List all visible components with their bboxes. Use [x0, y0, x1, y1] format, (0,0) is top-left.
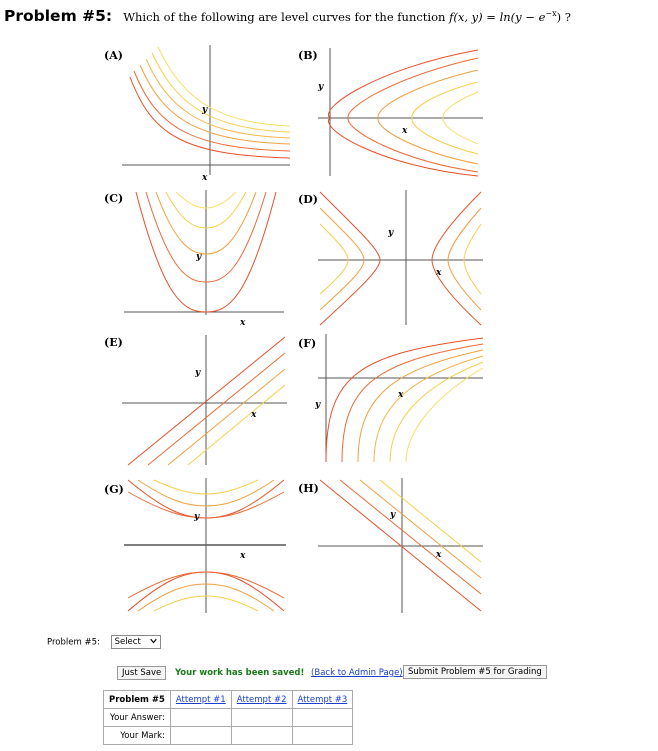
- mark-cell-1: [169, 726, 232, 745]
- plot-c-x-label: x: [240, 318, 246, 328]
- admin-page-link[interactable]: (Back to Admin Page): [311, 668, 403, 678]
- function-close: ) ?: [556, 10, 571, 24]
- attempts-problem-cell: Problem #5: [103, 690, 171, 709]
- plot-g-y-label: y: [194, 512, 200, 522]
- plot-h-y-label: y: [390, 510, 396, 520]
- submit-button[interactable]: Submit Problem #5 for Grading: [403, 665, 547, 679]
- answer-select-value: Select: [114, 637, 141, 647]
- question-text: Which of the following are level curves …: [123, 9, 571, 24]
- plot-e: [122, 335, 287, 466]
- plot-b-x-label: x: [402, 126, 408, 136]
- plot-e-y-label: y: [195, 368, 201, 378]
- attempt-2-link[interactable]: Attempt #2: [236, 694, 287, 705]
- plot-a-y-label: y: [202, 105, 208, 115]
- save-row: Just Save Your work has been saved! (Bac…: [117, 666, 403, 680]
- attempt-1-cell: Attempt #1: [169, 690, 232, 709]
- your-answer-label: Your Answer:: [103, 708, 171, 727]
- plot-f: [318, 334, 484, 463]
- answer-cell-2: [230, 708, 293, 727]
- saved-message: Your work has been saved!: [174, 668, 305, 678]
- problem-header: Problem #5: Which of the following are l…: [4, 6, 571, 30]
- function-text: f(x, y) = ln(y − e: [449, 10, 546, 24]
- attempt-3-cell: Attempt #3: [291, 690, 354, 709]
- attempt-1-link[interactable]: Attempt #1: [175, 694, 226, 705]
- plot-e-x-label: x: [251, 410, 257, 420]
- plot-d-x-label: x: [436, 268, 442, 278]
- plot-label-d: (D): [298, 193, 318, 206]
- attempt-3-link[interactable]: Attempt #3: [297, 694, 348, 705]
- attempts-table: Problem #5 Attempt #1 Attempt #2 Attempt…: [103, 690, 354, 745]
- just-save-button[interactable]: Just Save: [117, 666, 167, 680]
- plot-a-x-label: x: [202, 173, 208, 183]
- plot-a: [122, 45, 291, 175]
- plot-label-f: (F): [298, 337, 317, 350]
- plot-label-b: (B): [298, 49, 318, 62]
- plot-label-g: (G): [104, 483, 124, 496]
- plot-g-x-label: x: [240, 551, 246, 561]
- plot-d-y-label: y: [388, 228, 394, 238]
- plot-f-y-label: y: [315, 400, 321, 410]
- function-exponent: −x: [545, 9, 557, 19]
- plot-label-c: (C): [104, 192, 124, 205]
- plot-h-x-label: x: [436, 550, 442, 560]
- plot-b: [318, 48, 483, 177]
- answer-select[interactable]: Select: [110, 635, 161, 649]
- mark-cell-2: [230, 726, 293, 745]
- plot-d: [318, 190, 483, 326]
- plot-f-x-label: x: [398, 390, 404, 400]
- chevron-down-icon: [149, 638, 157, 644]
- answer-row: Problem #5: Select: [47, 635, 161, 649]
- plot-label-e: (E): [104, 336, 123, 349]
- attempt-2-cell: Attempt #2: [230, 690, 293, 709]
- level-curve-plots: (A) y x (B) y x (C): [104, 45, 484, 613]
- plot-c-y-label: y: [196, 252, 202, 262]
- plot-b-y-label: y: [318, 82, 324, 92]
- question-prefix: Which of the following are level curves …: [123, 10, 450, 24]
- mark-cell-3: [291, 726, 354, 745]
- plot-g: [124, 478, 286, 613]
- answer-row-label: Problem #5:: [47, 637, 100, 648]
- answer-cell-3: [291, 708, 354, 727]
- answer-cell-1: [169, 708, 232, 727]
- your-mark-label: Your Mark:: [103, 726, 171, 745]
- plot-label-h: (H): [298, 482, 319, 495]
- plot-h: [318, 478, 483, 613]
- plot-label-a: (A): [104, 49, 123, 62]
- plot-c: [124, 190, 284, 315]
- problem-title: Problem #5:: [4, 7, 113, 25]
